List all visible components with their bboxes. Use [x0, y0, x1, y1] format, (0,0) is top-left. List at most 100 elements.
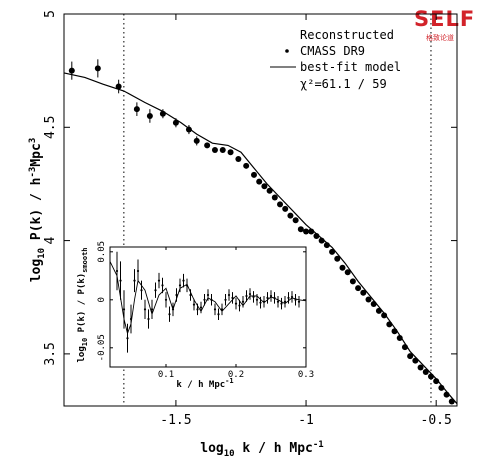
data-point [172, 119, 179, 126]
inset-data-point [276, 300, 280, 303]
inset-data-point [287, 296, 290, 299]
inset-x-tick-label: 0.1 [158, 370, 174, 380]
data-point [297, 226, 304, 233]
inset-data-point [283, 300, 287, 303]
inset-data-point [192, 303, 196, 306]
inset-plot-layer: 0.1 0.2 0.3 0.05 0 -0.05 [97, 241, 314, 380]
inset-data-point [140, 289, 143, 292]
inset-data-point [227, 293, 231, 297]
data-point [146, 112, 153, 119]
inset-data-point [266, 296, 269, 299]
inset-data-point [241, 300, 245, 303]
data-point [344, 269, 351, 276]
data-point [193, 137, 200, 144]
logo-text: SELF [414, 7, 475, 31]
inset-data-point [199, 306, 203, 309]
data-point [381, 312, 388, 319]
inset-data-point [213, 308, 217, 311]
inset-data-point [231, 296, 234, 299]
inset-model-line [109, 261, 307, 335]
self-logo: SELF 格致论道 [414, 7, 475, 42]
inset-x-axis-title: k / h Mpc-1 [176, 377, 233, 390]
data-point [370, 301, 377, 308]
data-point [261, 183, 268, 190]
logo-subtitle: 格致论道 [426, 33, 454, 42]
data-point [396, 335, 403, 342]
inset-data-point [143, 308, 147, 311]
data-point [250, 171, 257, 178]
data-point [115, 83, 122, 90]
inset-data-point [238, 304, 241, 307]
inset-y-tick-label: 0.05 [97, 241, 107, 263]
x-tick-label: -1.5 [160, 413, 191, 428]
legend-line-label: best-fit model [300, 60, 401, 74]
inset-data-point [255, 298, 259, 301]
inset-data-point [157, 279, 161, 282]
legend: Reconstructed CMASS DR9 best-fit model χ… [270, 28, 401, 91]
inset-data-point [234, 302, 238, 305]
inset-data-point [133, 279, 136, 282]
inset-data-point [136, 269, 140, 273]
y-tick-label: 3.5 [43, 342, 58, 365]
data-point [334, 255, 341, 262]
inset-data-point [196, 308, 199, 311]
legend-header: Reconstructed [300, 28, 394, 42]
data-point [243, 162, 250, 169]
inset-data-point [248, 292, 252, 296]
inset-data-point [154, 289, 157, 292]
x-tick-label: -1 [298, 413, 314, 428]
inset-x-tick-label: 0.2 [228, 370, 244, 380]
inset-data-point [161, 284, 164, 287]
legend-chi2: χ²=61.1 / 59 [300, 77, 387, 91]
y-tick-label: 4.5 [43, 116, 58, 139]
data-point [303, 228, 310, 235]
data-point [68, 67, 75, 74]
inset-data-point [126, 337, 129, 340]
y-axis-title: log10 P(k) / h-3Mpc3 [28, 138, 47, 283]
inset-data-point [150, 308, 154, 311]
inset-plot-frame [109, 246, 307, 368]
data-point [219, 146, 226, 153]
data-point [329, 248, 336, 255]
inset-data-point [290, 295, 294, 299]
x-tick-label: -0.5 [421, 413, 452, 428]
data-point [433, 378, 440, 385]
data-point [282, 205, 289, 212]
main-plot-frame [63, 13, 458, 407]
data-point [287, 212, 294, 219]
data-point [355, 285, 362, 292]
legend-points-label: CMASS DR9 [300, 44, 365, 58]
data-point [277, 201, 284, 208]
data-point [422, 369, 429, 376]
data-point [349, 278, 356, 285]
inset-y-tick-label: -0.05 [97, 334, 107, 361]
inset-data-point [259, 301, 262, 304]
inset-data-point [168, 313, 171, 316]
inset-y-axis-title: log10 P(k) / P(k)smooth [77, 247, 89, 362]
inset-data-point [189, 293, 192, 297]
data-point [339, 264, 346, 271]
inset-data-point [115, 269, 119, 273]
data-point [227, 149, 234, 156]
y-tick-label: 4 [43, 237, 58, 245]
inset-data-point [206, 293, 210, 297]
inset-data-point [280, 302, 283, 305]
legend-point-marker [285, 49, 289, 53]
inset-data-point [203, 298, 206, 301]
inset-y-tick-label: 0 [97, 297, 107, 302]
inset-data-point [217, 313, 220, 316]
inset-x-tick-label: 0.3 [298, 370, 314, 380]
data-point [204, 142, 211, 149]
inset-data-point [122, 308, 126, 311]
data-point [211, 146, 218, 153]
data-point [235, 156, 242, 163]
inset-data-point [224, 298, 227, 301]
inset-data-point [297, 300, 301, 303]
inset-data-point [164, 298, 168, 301]
inset-data-point [245, 294, 248, 298]
inset-data-point [175, 293, 178, 297]
data-point [292, 217, 299, 224]
main-plot-layer: -1.5 -1 -0.5 5 4.5 4 3.5 [43, 10, 458, 428]
